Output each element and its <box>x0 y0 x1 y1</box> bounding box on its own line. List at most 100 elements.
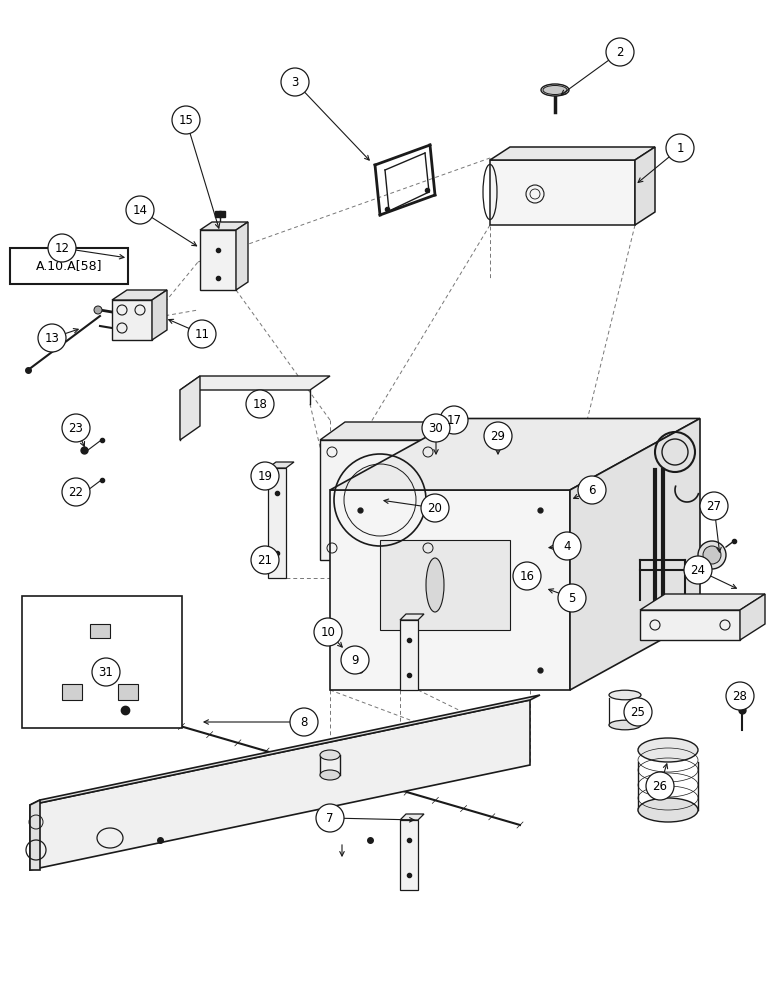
Polygon shape <box>112 290 167 300</box>
Text: 6: 6 <box>588 484 596 496</box>
Text: 5: 5 <box>568 591 576 604</box>
Text: 21: 21 <box>257 554 273 566</box>
Polygon shape <box>30 800 40 870</box>
Circle shape <box>48 234 76 262</box>
Text: 11: 11 <box>194 328 210 340</box>
Circle shape <box>684 556 712 584</box>
Polygon shape <box>490 147 655 160</box>
Circle shape <box>553 532 581 560</box>
Text: 28: 28 <box>733 690 747 702</box>
Text: 7: 7 <box>326 812 334 824</box>
Circle shape <box>290 708 318 736</box>
Polygon shape <box>400 614 424 620</box>
Circle shape <box>422 414 450 442</box>
Circle shape <box>484 422 512 450</box>
Circle shape <box>62 414 90 442</box>
Text: 8: 8 <box>300 716 308 728</box>
Polygon shape <box>400 820 418 890</box>
Text: 13: 13 <box>45 332 59 344</box>
Text: 1: 1 <box>677 141 684 154</box>
Ellipse shape <box>320 770 340 780</box>
Ellipse shape <box>698 541 726 569</box>
Text: 17: 17 <box>446 414 462 426</box>
Polygon shape <box>330 418 700 490</box>
Text: 16: 16 <box>519 570 535 582</box>
Text: 14: 14 <box>133 204 147 217</box>
Ellipse shape <box>426 558 444 612</box>
Circle shape <box>666 134 694 162</box>
Polygon shape <box>640 610 740 640</box>
Polygon shape <box>490 160 635 225</box>
FancyBboxPatch shape <box>22 596 182 728</box>
Polygon shape <box>570 418 700 690</box>
Circle shape <box>314 618 342 646</box>
Polygon shape <box>112 300 152 340</box>
Circle shape <box>700 492 728 520</box>
Ellipse shape <box>609 720 641 730</box>
Text: 15: 15 <box>179 113 194 126</box>
Text: 3: 3 <box>291 76 299 89</box>
Polygon shape <box>90 624 110 638</box>
Ellipse shape <box>638 798 698 822</box>
Circle shape <box>94 306 102 314</box>
Polygon shape <box>236 222 248 290</box>
Circle shape <box>726 682 754 710</box>
Polygon shape <box>152 290 167 340</box>
Polygon shape <box>635 147 655 225</box>
Text: 31: 31 <box>98 666 114 678</box>
Text: 2: 2 <box>616 45 624 58</box>
Circle shape <box>341 646 369 674</box>
Polygon shape <box>400 814 424 820</box>
Polygon shape <box>30 695 540 805</box>
Text: 10: 10 <box>320 626 336 639</box>
Circle shape <box>251 462 279 490</box>
Circle shape <box>126 196 154 224</box>
Circle shape <box>646 772 674 800</box>
Text: A.10.A[58]: A.10.A[58] <box>36 259 102 272</box>
Circle shape <box>172 106 200 134</box>
Text: 24: 24 <box>690 564 706 576</box>
Polygon shape <box>62 684 82 700</box>
Circle shape <box>440 406 468 434</box>
Polygon shape <box>180 376 200 440</box>
Polygon shape <box>180 376 330 390</box>
Text: 12: 12 <box>55 241 69 254</box>
Polygon shape <box>380 540 510 630</box>
Circle shape <box>624 698 652 726</box>
Polygon shape <box>330 490 570 690</box>
Ellipse shape <box>320 750 340 760</box>
Text: 26: 26 <box>653 780 667 792</box>
Text: 25: 25 <box>631 706 645 718</box>
Text: 9: 9 <box>351 654 359 666</box>
Ellipse shape <box>543 86 567 95</box>
Text: 18: 18 <box>253 397 267 410</box>
Circle shape <box>558 584 586 612</box>
Text: 30: 30 <box>429 422 443 434</box>
Circle shape <box>606 38 634 66</box>
Circle shape <box>92 658 120 686</box>
Polygon shape <box>440 422 465 560</box>
Polygon shape <box>320 422 465 440</box>
Ellipse shape <box>541 84 569 96</box>
Ellipse shape <box>609 690 641 700</box>
Polygon shape <box>118 684 138 700</box>
Text: 23: 23 <box>68 422 84 434</box>
Polygon shape <box>200 222 248 230</box>
Circle shape <box>316 804 344 832</box>
FancyBboxPatch shape <box>10 248 128 284</box>
Polygon shape <box>740 594 765 640</box>
Text: 19: 19 <box>257 470 273 483</box>
Circle shape <box>578 476 606 504</box>
Circle shape <box>38 324 66 352</box>
Polygon shape <box>268 462 294 468</box>
Polygon shape <box>640 594 765 610</box>
Polygon shape <box>30 700 530 870</box>
Text: 29: 29 <box>491 430 505 442</box>
Polygon shape <box>200 230 236 290</box>
Text: 27: 27 <box>707 499 721 512</box>
Circle shape <box>188 320 216 348</box>
Polygon shape <box>320 440 440 560</box>
Circle shape <box>421 494 449 522</box>
Circle shape <box>513 562 541 590</box>
Ellipse shape <box>703 546 721 564</box>
